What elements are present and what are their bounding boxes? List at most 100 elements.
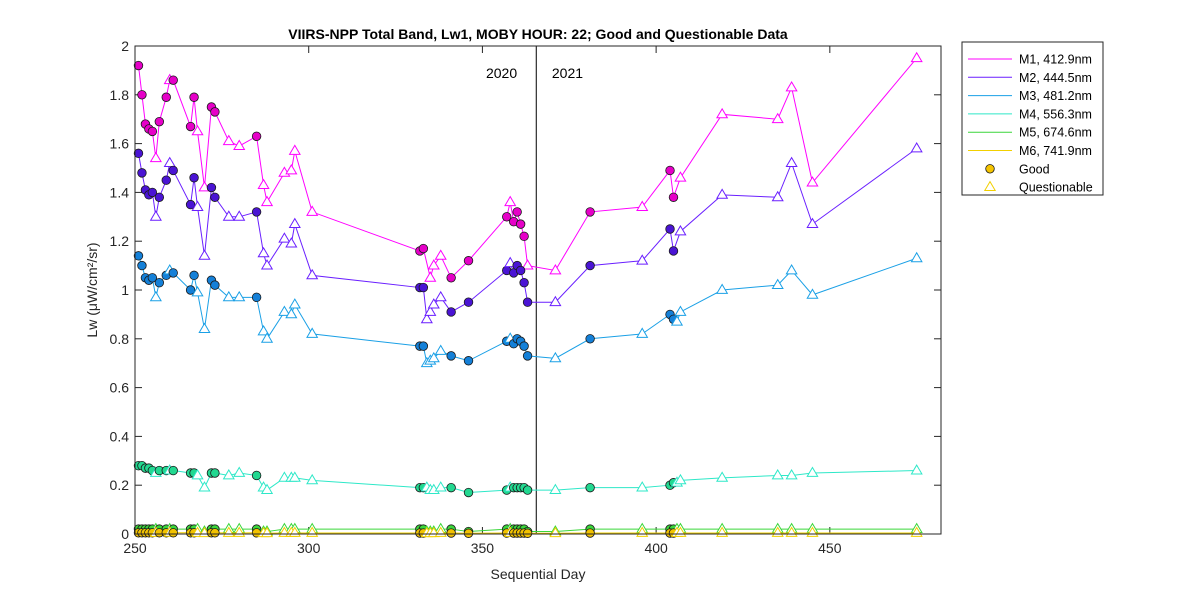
questionable-point: [910, 141, 923, 153]
questionable-point: [910, 51, 923, 63]
questionable-point: [198, 249, 211, 260]
questionable-point: [285, 163, 298, 175]
x-tick-label: 300: [297, 540, 321, 556]
questionable-point: [636, 200, 649, 211]
good-point: [168, 528, 178, 538]
good-point: [133, 148, 144, 159]
good-point: [519, 341, 529, 351]
questionable-point: [549, 351, 562, 363]
questionable-point: [191, 200, 204, 211]
questionable-point: [257, 246, 270, 258]
questionable-point: [434, 344, 447, 355]
questionable-point: [785, 263, 798, 275]
questionable-point: [716, 283, 729, 294]
y-tick-label: 1: [121, 282, 129, 298]
questionable-point: [306, 473, 319, 485]
questionable-point: [149, 290, 162, 302]
questionable-point: [806, 466, 819, 477]
legend: M1, 412.9nm M2, 444.5nm M3, 481.2nm M4, 556…: [961, 41, 1104, 196]
y-tick-label: 1.2: [110, 233, 130, 249]
questionable-point: [806, 176, 819, 187]
good-point: [446, 482, 456, 493]
good-point: [522, 297, 533, 307]
good-point: [147, 273, 158, 283]
good-point: [210, 280, 220, 290]
questionable-point: [716, 107, 729, 119]
legend-label: M5, 674.6nm: [1019, 126, 1092, 140]
legend-label: Good: [1019, 162, 1050, 176]
y-tick-label: 2: [121, 38, 129, 54]
questionable-point: [233, 210, 246, 221]
good-point: [463, 297, 474, 307]
x-tick-label: 400: [644, 540, 668, 556]
good-point: [251, 207, 262, 217]
good-point: [210, 192, 220, 202]
questionable-point: [191, 285, 204, 297]
questionable-point: [198, 322, 211, 333]
questionable-point: [434, 290, 447, 302]
good-point: [463, 256, 474, 266]
questionable-point: [424, 305, 437, 316]
questionable-point: [670, 315, 684, 326]
good-point: [463, 487, 474, 498]
good-point: [189, 173, 199, 183]
y-tick-label: 1.6: [110, 136, 130, 152]
series-2: [133, 141, 923, 324]
good-point: [418, 282, 429, 293]
x-axis-title: Sequential Day: [491, 566, 586, 582]
good-point: [515, 219, 526, 229]
questionable-point: [771, 112, 784, 124]
questionable-point: [288, 298, 301, 309]
questionable-point: [233, 290, 246, 302]
legend-label: M4, 556.3nm: [1019, 107, 1092, 121]
questionable-point: [549, 483, 562, 494]
data-series: [133, 51, 923, 538]
good-point: [519, 231, 529, 242]
good-point: [522, 351, 533, 361]
good-point: [168, 165, 178, 176]
legend-label: Questionable: [1019, 181, 1093, 195]
y-tick-label: 0.8: [110, 331, 130, 347]
questionable-point: [674, 473, 687, 485]
good-point: [189, 270, 199, 281]
series-4: [133, 460, 923, 498]
legend-questionable-marker: [983, 180, 997, 192]
year-label: 2020: [486, 65, 517, 81]
good-point: [522, 528, 533, 538]
y-tick-label: 0.4: [110, 428, 130, 444]
good-point: [585, 207, 595, 217]
questionable-point: [163, 156, 176, 168]
legend-good-marker: [985, 164, 995, 174]
questionable-point: [260, 332, 274, 343]
questionable-point: [191, 124, 204, 136]
plot-area: [135, 46, 941, 534]
good-point: [251, 292, 262, 303]
good-point: [418, 341, 429, 351]
good-point: [446, 273, 456, 283]
legend-label: M1, 412.9nm: [1019, 53, 1092, 67]
good-point: [210, 468, 220, 478]
questionable-point: [288, 217, 301, 229]
questionable-point: [260, 259, 274, 270]
questionable-point: [288, 471, 301, 482]
questionable-point: [785, 156, 798, 168]
y-tick-label: 0.2: [110, 477, 130, 493]
good-point: [522, 485, 533, 495]
year-annotations: 2020 2021: [486, 65, 583, 81]
questionable-point: [785, 80, 798, 92]
questionable-point: [504, 195, 517, 207]
good-point: [446, 351, 456, 361]
questionable-point: [716, 188, 729, 199]
chart-title: VIIRS-NPP Total Band, Lw1, MOBY HOUR: 22…: [288, 26, 788, 42]
questionable-point: [427, 259, 440, 270]
good-point: [463, 528, 474, 538]
questionable-point: [306, 268, 319, 280]
year-label: 2021: [552, 65, 583, 81]
questionable-point: [306, 205, 319, 216]
questionable-point: [910, 464, 923, 475]
questionable-point: [257, 324, 270, 336]
questionable-point: [260, 483, 274, 494]
good-point: [168, 268, 178, 278]
good-point: [585, 482, 595, 493]
legend-label: M2, 444.5nm: [1019, 71, 1092, 85]
